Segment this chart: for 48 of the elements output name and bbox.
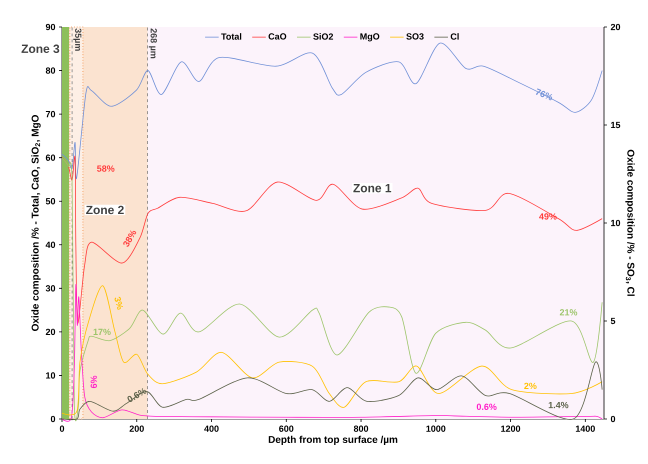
annotation: 17% — [94, 328, 111, 336]
x-tick-label: 800 — [354, 426, 368, 432]
legend-label: MgO — [360, 33, 380, 42]
y2-tick-label: 20 — [610, 24, 620, 30]
y-axis-title: Oxide composition /% - Total, CaO, SiO$_{2}$, MgO — [31, 115, 41, 331]
x-axis-title: Depth from top surface /µm — [268, 436, 398, 446]
x-tick-label: 1400 — [576, 426, 595, 432]
annotation: 2% — [524, 382, 537, 390]
band-label: Zone 3 — [22, 44, 60, 54]
y2-axis-title: Oxide composition /% - SO$_{3}$, Cl — [625, 150, 635, 296]
annotation: 58% — [97, 165, 114, 172]
annotation: 0.6% — [476, 404, 497, 410]
ref-line-label: 268 µm — [148, 28, 157, 58]
legend-label: SiO2 — [313, 33, 334, 40]
annotation: 1.4% — [548, 402, 568, 408]
y-tick-label: 0 — [50, 416, 56, 422]
annotation: 49% — [539, 213, 557, 220]
y2-tick-label: 5 — [610, 318, 616, 324]
y-tick-label: 50 — [46, 198, 56, 204]
band-label: Zone 2 — [86, 206, 124, 214]
annotation: 21% — [560, 309, 578, 316]
y2-tick-label: 15 — [611, 122, 620, 128]
ref-line-label: 35µm — [73, 28, 82, 51]
annotation: 3% — [114, 296, 124, 310]
y-tick-label: 70 — [46, 110, 56, 118]
x-tick-label: 0 — [60, 426, 64, 432]
y-tick-label: 60 — [46, 154, 56, 161]
legend-label: Cl — [450, 33, 459, 40]
x-tick-label: 1200 — [501, 426, 520, 432]
y2-tick-label: 10 — [611, 220, 620, 226]
y-tick-label: 80 — [46, 67, 56, 74]
y-tick-label: 10 — [46, 372, 56, 379]
x-tick-label: 400 — [204, 426, 219, 432]
y-tick-label: 40 — [46, 242, 56, 248]
x-tick-label: 1000 — [426, 426, 446, 432]
y-tick-label: 90 — [46, 24, 56, 30]
x-tick-label: 600 — [279, 426, 294, 432]
legend-label: Total — [221, 33, 242, 40]
annotation: 6% — [90, 376, 97, 388]
annotation: 76% — [536, 88, 552, 100]
legend-label: SO3 — [406, 33, 424, 40]
y2-tick-label: 0 — [610, 416, 616, 422]
y-tick-label: 30 — [46, 285, 56, 292]
line-series — [62, 156, 603, 324]
x-tick-label: 200 — [130, 426, 144, 432]
y-tick-label: 20 — [46, 328, 56, 336]
legend-label: CaO — [268, 33, 286, 40]
band-label: Zone 1 — [353, 184, 392, 192]
